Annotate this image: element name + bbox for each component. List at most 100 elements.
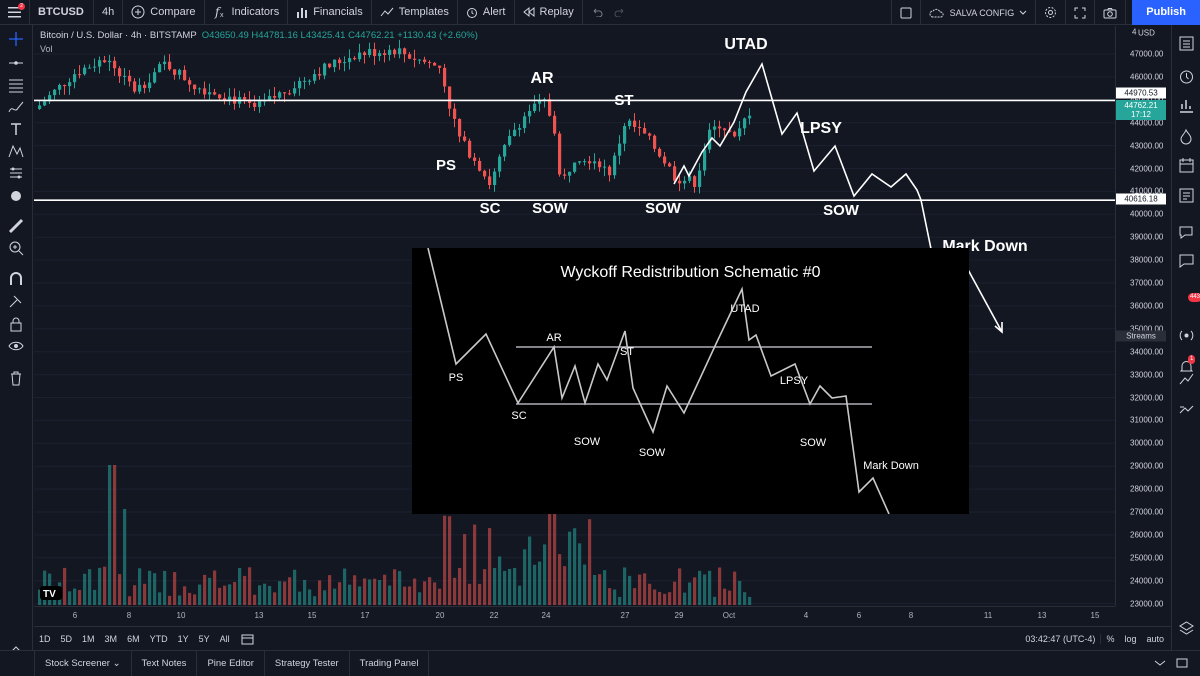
calendar-icon[interactable] [1178,157,1195,174]
legend-exchange: BITSTAMP [149,30,197,41]
schematic-diagram [427,248,890,514]
financials-button[interactable]: Financials [288,0,372,25]
layout-name-button[interactable]: SALVA CONFIG [921,0,1037,25]
volume-bar [668,592,672,605]
candle-body [498,156,502,172]
candle-body [253,102,257,107]
svg-text:f: f [214,5,222,19]
magnet-icon[interactable] [8,271,24,287]
volume-bar [723,588,727,605]
volume-bar [283,581,287,605]
text-tool-icon[interactable] [8,121,24,137]
range-button[interactable]: 6M [127,633,140,644]
volume-bar [683,592,687,605]
interval-button[interactable]: 4h [94,0,124,25]
trading-icon[interactable] [1178,370,1195,387]
compare-button[interactable]: Compare [123,0,205,25]
stay-drawing-icon[interactable] [8,293,24,309]
maximize-panel-icon[interactable] [1176,658,1188,668]
volume-bar [483,569,487,605]
price-tick: 26000.00 [1130,530,1164,540]
data-window-icon[interactable] [1178,97,1195,114]
clock-display[interactable]: 03:42:47 (UTC-4) [1020,633,1102,644]
crosshair-icon[interactable] [8,31,24,47]
symbol-search-button[interactable]: BTCUSD [30,0,94,25]
volume-bar [408,586,412,605]
volume-bar [433,582,437,605]
volume-bar [578,543,582,605]
volume-bar [313,596,317,605]
price-tick: 37000.00 [1130,278,1164,288]
trash-icon[interactable] [8,370,24,386]
lock-icon[interactable] [8,316,24,332]
snapshot-button[interactable] [1095,0,1127,25]
schematic-label-sow-2: SOW [638,447,666,459]
streams-label[interactable]: Streams [1116,330,1166,342]
layout-toggle-button[interactable] [890,0,921,25]
zoom-in-icon[interactable] [8,240,24,256]
candle-body [618,143,622,156]
trendline-icon[interactable] [8,55,24,71]
volume-bar [288,577,292,605]
news-icon[interactable] [1178,187,1195,204]
price-tick: 47000.00 [1130,49,1164,59]
streams-icon[interactable] [1178,327,1195,344]
bottom-tab[interactable]: Strategy Tester [265,650,350,676]
scale-toggle[interactable]: log [1124,633,1137,644]
templates-button[interactable]: Templates [372,0,458,25]
range-button[interactable]: 5D [60,633,73,644]
depth-icon[interactable] [1178,401,1195,418]
alerts-icon[interactable] [1178,68,1195,85]
candle-body [513,129,517,136]
volume-bar [343,568,347,605]
range-button[interactable]: 5Y [198,633,210,644]
goto-date-icon[interactable] [241,633,255,645]
settings-button[interactable] [1036,0,1067,25]
price-tick: 23000.00 [1130,599,1164,609]
range-button[interactable]: 1D [39,633,51,644]
candle-body [723,128,727,131]
range-button[interactable]: All [219,633,230,644]
chat-icon[interactable] [1178,252,1195,269]
bottom-tab[interactable]: Pine Editor [197,650,265,676]
prediction-icon[interactable] [8,165,24,181]
annotation-utad: UTAD [724,36,768,53]
alert-button[interactable]: Alert [458,0,515,25]
replay-button[interactable]: Replay [515,0,583,25]
scale-toggle[interactable]: % [1106,633,1115,644]
volume-bar [328,575,332,605]
shape-icon[interactable] [8,188,24,204]
candle-body [383,53,387,55]
range-button[interactable]: 1Y [177,633,189,644]
range-button[interactable]: 3M [104,633,118,644]
price-axis[interactable]: 4 USD 47000.00 46000.00 45000.00 44000.00 43… [1115,26,1171,609]
main-menu-button[interactable]: 2 [0,0,30,25]
collapse-panel-icon[interactable] [1154,658,1166,668]
undo-icon[interactable] [591,7,603,17]
ruler-icon[interactable] [8,218,24,234]
brush-icon[interactable] [8,99,24,115]
bottom-tab[interactable]: Text Notes [132,650,198,676]
bottom-tab[interactable]: Stock Screener ⌄ [34,650,132,676]
watchlist-icon[interactable] [1178,35,1195,52]
range-button[interactable]: 1M [82,633,95,644]
candle-body [203,88,207,95]
layers-icon[interactable] [1178,620,1195,637]
hotlist-icon[interactable] [1178,128,1195,145]
candle-body [573,162,577,172]
bottom-tab[interactable]: Trading Panel [350,650,430,676]
publish-button[interactable]: Publish [1132,0,1200,25]
ideas-icon[interactable] [1178,223,1195,240]
redo-icon[interactable] [614,7,626,17]
price-tick: 44000.00 [1130,118,1164,128]
scale-toggle[interactable]: auto [1146,633,1164,644]
eye-icon[interactable] [8,338,24,354]
time-axis[interactable]: 6 8 10 13 15 17 20 22 24 27 29 Oct 4 6 8 11 13 15 [34,606,1115,626]
fib-retracement-icon[interactable] [8,77,24,93]
fullscreen-button[interactable] [1066,0,1096,25]
volume-bar [478,583,482,605]
range-button[interactable]: YTD [149,633,168,644]
candle-body [633,120,637,127]
pattern-icon[interactable] [8,143,24,159]
